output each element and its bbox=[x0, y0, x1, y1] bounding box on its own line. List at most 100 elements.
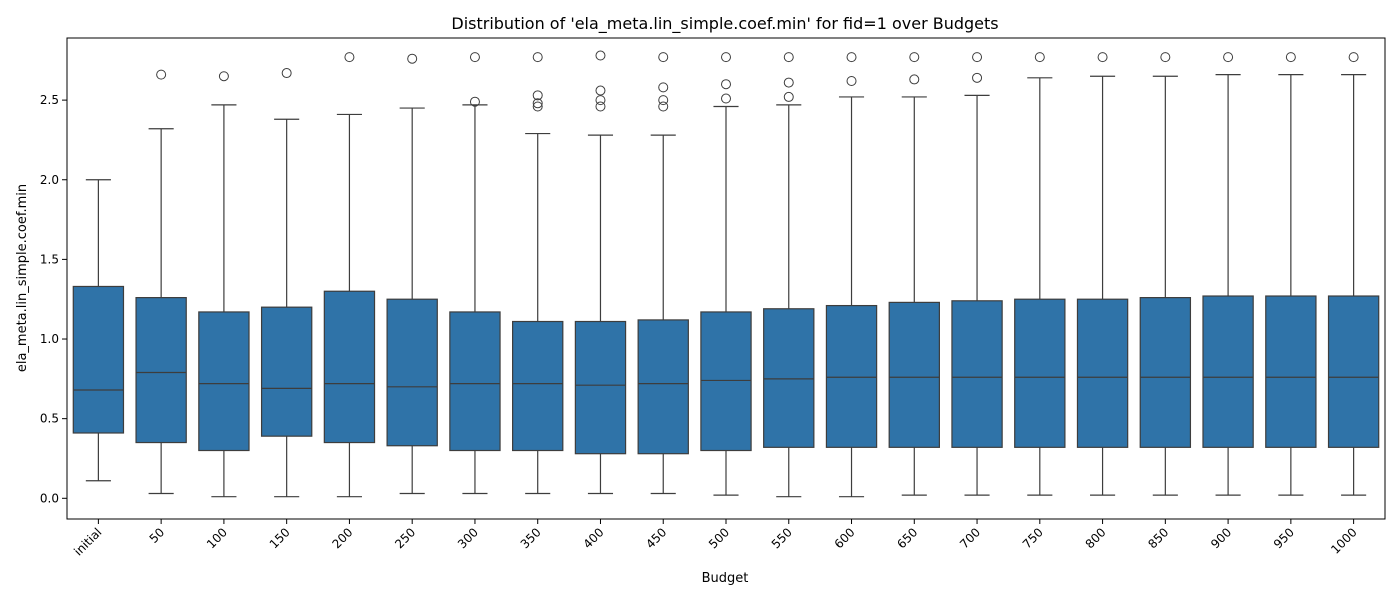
box-iqr bbox=[1327, 295, 1380, 448]
x-tick-label: 1000 bbox=[1328, 525, 1359, 556]
outlier-point bbox=[721, 79, 731, 90]
outlier-point bbox=[972, 52, 983, 63]
box-group bbox=[323, 52, 376, 498]
box-iqr bbox=[1202, 295, 1254, 448]
box-group bbox=[1202, 52, 1254, 496]
x-tick-label: 350 bbox=[518, 525, 544, 551]
box-iqr bbox=[1139, 297, 1192, 448]
box-iqr bbox=[1014, 298, 1066, 448]
outlier-point bbox=[595, 85, 606, 96]
x-tick-label: 400 bbox=[581, 525, 607, 551]
x-tick-label: 200 bbox=[329, 525, 355, 551]
x-tick-label: 500 bbox=[706, 525, 732, 551]
box-iqr bbox=[574, 320, 627, 455]
x-tick-label: 950 bbox=[1271, 525, 1297, 551]
outlier-point bbox=[595, 50, 606, 61]
outlier-point bbox=[407, 53, 418, 64]
outlier-point bbox=[595, 101, 606, 112]
box-iqr bbox=[135, 297, 187, 444]
box-iqr bbox=[763, 308, 815, 448]
x-axis: initial 50 100 150 200 250 300 350 400 450 500 550 6… bbox=[71, 519, 1360, 558]
box-iqr bbox=[825, 304, 878, 448]
outlier-point bbox=[909, 52, 920, 63]
y-axis: 0.0 0.5 1.0 1.5 2.0 2.5 bbox=[40, 93, 67, 505]
box-group bbox=[449, 52, 501, 495]
outlier-point bbox=[1097, 52, 1108, 63]
chart-title: Distribution of 'ela_meta.lin_simple.coe… bbox=[451, 14, 998, 34]
box-group bbox=[825, 52, 878, 498]
box-group bbox=[700, 52, 752, 496]
box-iqr bbox=[449, 311, 501, 452]
x-tick-label: 100 bbox=[204, 525, 230, 551]
outlier-point bbox=[721, 93, 731, 104]
outlier-point bbox=[783, 77, 794, 88]
outlier-point bbox=[783, 52, 794, 63]
box-iqr bbox=[72, 285, 125, 434]
y-tick-label: 1.0 bbox=[40, 332, 59, 346]
box-iqr bbox=[1265, 295, 1317, 448]
box-group bbox=[1076, 52, 1129, 496]
outlier-point bbox=[532, 52, 543, 63]
box-group bbox=[763, 52, 815, 498]
box-iqr bbox=[323, 290, 376, 444]
y-tick-label: 2.5 bbox=[40, 93, 59, 107]
outlier-point bbox=[1160, 52, 1171, 63]
box-group bbox=[1139, 52, 1192, 496]
outlier-point bbox=[658, 95, 669, 106]
y-tick-label: 0.5 bbox=[40, 412, 59, 426]
y-tick-label: 1.5 bbox=[40, 252, 59, 266]
box-iqr bbox=[888, 301, 940, 448]
box-group bbox=[260, 68, 313, 498]
outlier-point bbox=[846, 52, 857, 63]
outlier-point bbox=[783, 91, 794, 102]
box-iqr bbox=[700, 311, 752, 452]
y-tick-label: 2.0 bbox=[40, 173, 59, 187]
box-group bbox=[198, 71, 250, 498]
x-tick-label: 850 bbox=[1145, 525, 1171, 551]
x-tick-label: initial bbox=[71, 525, 104, 558]
outlier-point bbox=[218, 71, 229, 82]
box-iqr bbox=[198, 311, 250, 452]
x-tick-label: 800 bbox=[1083, 525, 1109, 551]
box-group bbox=[637, 52, 689, 495]
outlier-point bbox=[469, 52, 480, 63]
outlier-point bbox=[532, 101, 543, 112]
y-axis-label: ela_meta.lin_simple.coef.min bbox=[15, 184, 30, 372]
outlier-point bbox=[1223, 52, 1234, 63]
x-tick-label: 450 bbox=[643, 525, 669, 551]
x-tick-label: 700 bbox=[957, 525, 983, 551]
x-tick-label: 900 bbox=[1208, 525, 1234, 551]
outlier-point bbox=[344, 52, 355, 63]
outlier-point bbox=[281, 68, 292, 79]
y-tick-label: 0.0 bbox=[40, 491, 59, 505]
plot-area bbox=[72, 50, 1380, 498]
x-tick-label: 50 bbox=[147, 525, 168, 546]
x-tick-label: 650 bbox=[894, 525, 920, 551]
x-tick-label: 550 bbox=[769, 525, 795, 551]
x-tick-label: 750 bbox=[1020, 525, 1046, 551]
outlier-point bbox=[721, 52, 731, 63]
box-group bbox=[72, 179, 125, 482]
x-tick-label: 250 bbox=[392, 525, 418, 551]
x-tick-label: 600 bbox=[832, 525, 858, 551]
x-tick-label: 300 bbox=[455, 525, 481, 551]
box-group bbox=[1327, 52, 1380, 496]
outlier-point bbox=[846, 76, 857, 87]
box-iqr bbox=[1076, 298, 1129, 448]
outlier-point bbox=[595, 95, 606, 106]
box-iqr bbox=[260, 306, 313, 437]
box-group bbox=[951, 52, 1003, 496]
outlier-point bbox=[1348, 52, 1359, 63]
box-iqr bbox=[951, 300, 1003, 448]
outlier-point bbox=[972, 72, 983, 83]
outlier-point bbox=[658, 82, 669, 93]
box-group bbox=[888, 52, 940, 496]
box-iqr bbox=[386, 298, 438, 447]
outlier-point bbox=[658, 101, 669, 112]
outlier-point bbox=[1034, 52, 1045, 63]
outlier-point bbox=[909, 74, 920, 85]
box-group bbox=[512, 52, 564, 495]
box-group bbox=[1014, 52, 1066, 496]
